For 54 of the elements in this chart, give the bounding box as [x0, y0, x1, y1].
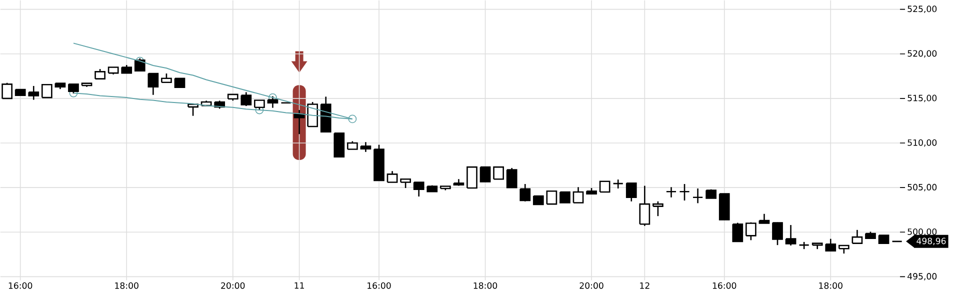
candlestick: [652, 200, 664, 217]
candlestick: [360, 141, 372, 152]
x-tick-label: 20:00: [221, 282, 245, 289]
candlestick: [480, 166, 491, 182]
candlestick: [825, 238, 836, 252]
x-tick-label: 18:00: [474, 282, 498, 289]
point: [348, 114, 357, 124]
candlestick: [466, 166, 478, 189]
y-tick-label: 510,00: [908, 139, 937, 147]
candlestick: [572, 186, 584, 204]
candlestick: [772, 222, 783, 246]
candlestick: [626, 182, 637, 202]
x-tick-label: 12: [640, 282, 650, 289]
candlestick: [41, 84, 52, 98]
candlestick: [148, 72, 159, 96]
candlestick: [758, 213, 770, 224]
y-tick-label: 520,00: [908, 50, 937, 58]
x-tick-label: 18:00: [115, 282, 138, 289]
candlestick: [746, 222, 756, 241]
candlestick: [560, 191, 570, 204]
candlestick: [386, 170, 398, 183]
y-tick-label: 505,00: [908, 184, 937, 192]
x-tick-label: 16:00: [368, 282, 391, 289]
candlestick: [599, 180, 610, 193]
y-tick-label: 495,00: [908, 272, 937, 280]
candlestick: [785, 224, 796, 246]
text: 498,96: [916, 238, 946, 245]
candlestick: [679, 183, 690, 202]
candlestick: [94, 68, 106, 80]
x-tick-label: 16:00: [8, 282, 32, 289]
candlestick: [267, 95, 278, 108]
x-tick-label: 20:00: [580, 282, 604, 289]
candlestick: [639, 185, 650, 226]
candlestick: [493, 166, 504, 180]
candlestick: [28, 85, 40, 100]
candlestick: [506, 167, 518, 188]
candlestick: [666, 186, 677, 198]
candlestick: [134, 58, 146, 72]
y-tick-label: 515,00: [908, 94, 937, 102]
candlestick: [307, 101, 318, 128]
x-tick-label: 18:00: [819, 282, 842, 289]
x-tick-label: 11: [294, 282, 304, 288]
candlestick: [692, 188, 704, 204]
candlestick: [546, 190, 558, 205]
candlestick: [240, 91, 252, 107]
y-tick-label: 500,00: [908, 228, 937, 236]
candlestick: [334, 132, 345, 158]
candlestick: [732, 222, 744, 242]
x-tick-label: 16:00: [712, 282, 736, 289]
candlestick: [2, 82, 12, 99]
y-tick-label: 525,00: [908, 6, 937, 13]
candlestick: [520, 183, 531, 202]
candlestick: [852, 229, 863, 244]
candlestick: [413, 181, 424, 198]
